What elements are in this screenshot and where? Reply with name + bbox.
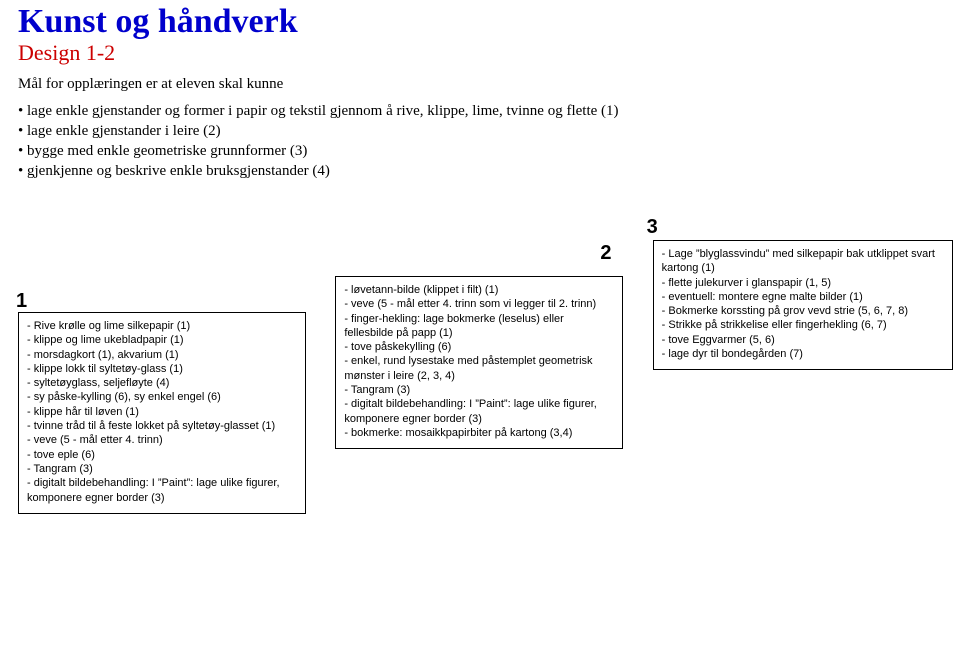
col2-line: - veve (5 - mål etter 4. trinn som vi le…	[344, 297, 614, 311]
col1-line: - digitalt bildebehandling: I ”Paint”: l…	[27, 476, 297, 505]
col1-line: - klippe og lime ukebladpapir (1)	[27, 333, 297, 347]
col2-line: - bokmerke: mosaikkpapirbiter på kartong…	[344, 426, 614, 440]
goal-item: bygge med enkle geometriske grunnformer …	[18, 141, 942, 161]
column-2-number: 2	[600, 242, 611, 265]
col2-line: - Tangram (3)	[344, 383, 614, 397]
col3-line: - Strikke på strikkelise eller fingerhek…	[662, 318, 944, 332]
col1-line: - syltetøyglass, seljefløyte (4)	[27, 376, 297, 390]
col3-line: - Lage ”blyglassvindu” med silkepapir ba…	[662, 247, 944, 276]
column-3: 3 - Lage ”blyglassvindu” med silkepapir …	[653, 250, 942, 514]
page-root: Kunst og håndverk Design 1-2 Mål for opp…	[0, 4, 960, 645]
col2-line: - løvetann-bilde (klippet i filt) (1)	[344, 283, 614, 297]
goals-list: lage enkle gjenstander og former i papir…	[18, 101, 942, 182]
col1-line: - sy påske-kylling (6), sy enkel engel (…	[27, 390, 297, 404]
page-title: Kunst og håndverk	[18, 4, 942, 40]
intro-line: Mål for opplæringen er at eleven skal ku…	[18, 76, 942, 93]
col2-line: - digitalt bildebehandling: I ”Paint”: l…	[344, 397, 614, 426]
column-1: 1 - Rive krølle og lime silkepapir (1) -…	[18, 250, 307, 514]
col1-line: - Rive krølle og lime silkepapir (1)	[27, 319, 297, 333]
goal-item: gjenkjenne og beskrive enkle bruksgjenst…	[18, 161, 942, 181]
columns-wrap: 1 - Rive krølle og lime silkepapir (1) -…	[18, 250, 942, 514]
col1-line: - tove eple (6)	[27, 448, 297, 462]
col1-line: - klippe hår til løven (1)	[27, 405, 297, 419]
column-1-number: 1	[16, 290, 27, 313]
goal-item: lage enkle gjenstander og former i papir…	[18, 101, 942, 121]
column-2: 2 - løvetann-bilde (klippet i filt) (1) …	[335, 250, 624, 514]
col1-line: - veve (5 - mål etter 4. trinn)	[27, 433, 297, 447]
page-subtitle: Design 1-2	[18, 40, 942, 66]
col1-line: - Tangram (3)	[27, 462, 297, 476]
col3-line: - lage dyr til bondegården (7)	[662, 347, 944, 361]
column-2-box: - løvetann-bilde (klippet i filt) (1) - …	[335, 276, 623, 449]
col3-line: - Bokmerke korssting på grov vevd strie …	[662, 304, 944, 318]
column-1-box: - Rive krølle og lime silkepapir (1) - k…	[18, 312, 306, 514]
col1-line: - tvinne tråd til å feste lokket på sylt…	[27, 419, 297, 433]
col3-line: - eventuell: montere egne malte bilder (…	[662, 290, 944, 304]
col3-line: - tove Eggvarmer (5, 6)	[662, 333, 944, 347]
column-3-number: 3	[647, 216, 658, 239]
column-3-box: - Lage ”blyglassvindu” med silkepapir ba…	[653, 240, 953, 370]
col2-line: - tove påskekylling (6)	[344, 340, 614, 354]
col3-line: - flette julekurver i glanspapir (1, 5)	[662, 276, 944, 290]
col1-line: - morsdagkort (1), akvarium (1)	[27, 348, 297, 362]
goal-item: lage enkle gjenstander i leire (2)	[18, 121, 942, 141]
col2-line: - finger-hekling: lage bokmerke (leselus…	[344, 312, 614, 341]
col2-line: - enkel, rund lysestake med påstemplet g…	[344, 354, 614, 383]
col1-line: - klippe lokk til syltetøy-glass (1)	[27, 362, 297, 376]
